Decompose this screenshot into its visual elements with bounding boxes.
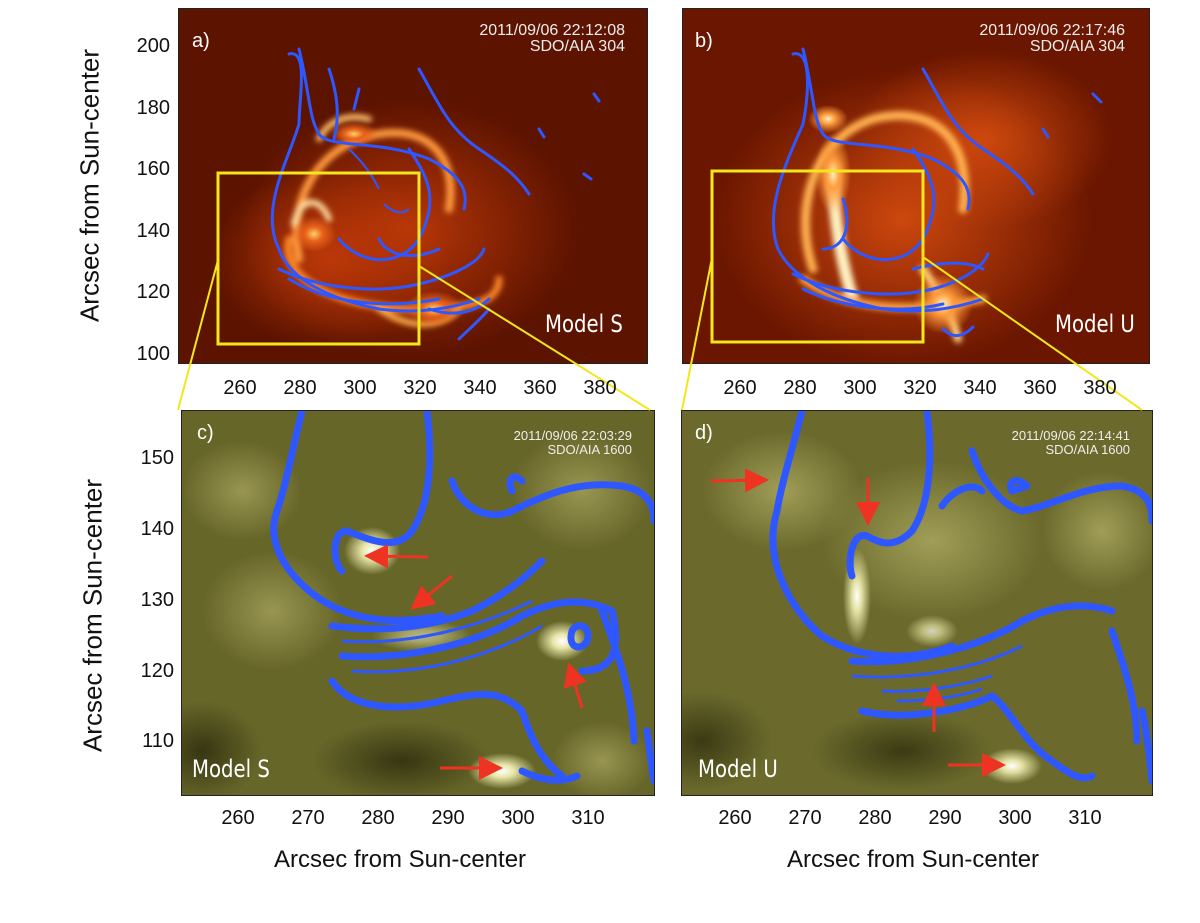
panel-c-timestamp: 2011/09/06 22:03:29 SDO/AIA 1600 — [420, 429, 632, 457]
d-x-tick-6: 310 — [1068, 807, 1102, 829]
panel-b-timestamp: 2011/09/06 22:17:46 SDO/AIA 304 — [880, 23, 1125, 55]
a-x-tick-4: 320 — [403, 377, 437, 399]
b-x-tick-6: 360 — [1023, 377, 1057, 399]
arrow-c-1 — [364, 544, 429, 569]
a-x-tick-2: 280 — [283, 377, 317, 399]
arrow-c-3 — [563, 662, 587, 709]
c-x-tick-3: 280 — [361, 807, 395, 829]
a-x-tick-3: 300 — [343, 377, 377, 399]
c-x-tick-6: 310 — [571, 807, 605, 829]
panel-b-label: b) — [695, 30, 713, 52]
bottom-y-tick-2: 140 — [140, 518, 174, 540]
panel-b-model-label: Model U — [1055, 310, 1135, 338]
panel-d-time: 2011/09/06 22:14:41 — [1011, 428, 1130, 443]
top-y-tick-5: 120 — [136, 281, 170, 303]
zoom-box-a — [216, 171, 421, 346]
d-x-tick-5: 300 — [998, 807, 1032, 829]
c-x-axis-title: Arcsec from Sun-center — [273, 846, 527, 873]
a-x-tick-7: 380 — [583, 377, 617, 399]
b-x-tick-1: 260 — [723, 377, 757, 399]
panel-a-image — [178, 8, 648, 364]
panel-a-time: 2011/09/06 22:12:08 — [479, 22, 625, 39]
a-x-tick-6: 360 — [523, 377, 557, 399]
c-x-tick-2: 270 — [291, 807, 325, 829]
top-y-tick-4: 140 — [136, 220, 170, 242]
bottom-y-tick-3: 130 — [140, 589, 174, 611]
d-x-tick-3: 280 — [858, 807, 892, 829]
arrow-c-2 — [410, 574, 453, 610]
a-x-tick-5: 340 — [463, 377, 497, 399]
top-y-tick-1: 200 — [136, 35, 170, 57]
b-x-tick-3: 300 — [843, 377, 877, 399]
panel-a-label: a) — [192, 30, 210, 52]
top-y-tick-2: 180 — [136, 97, 170, 119]
panel-c-model-label: Model S — [192, 755, 270, 783]
top-y-tick-3: 160 — [136, 158, 170, 180]
panel-a-model-label: Model S — [545, 310, 623, 338]
panel-c-instrument: SDO/AIA 1600 — [547, 442, 632, 457]
c-x-tick-5: 300 — [501, 807, 535, 829]
arrow-d-1 — [710, 468, 769, 493]
b-x-tick-5: 340 — [963, 377, 997, 399]
panel-a-instrument: SDO/AIA 304 — [529, 38, 625, 55]
panel-b-time: 2011/09/06 22:17:46 — [979, 22, 1125, 39]
d-x-axis-title: Arcsec from Sun-center — [786, 846, 1040, 873]
bottom-y-tick-5: 110 — [142, 730, 174, 752]
panel-d-label: d) — [695, 422, 713, 444]
zoom-box-b — [710, 169, 925, 344]
c-x-tick-4: 290 — [431, 807, 465, 829]
top-y-axis-title: Arcsec from Sun-center — [74, 48, 105, 323]
bottom-y-axis-title: Arcsec from Sun-center — [77, 478, 108, 753]
c-x-tick-1: 260 — [221, 807, 255, 829]
a-x-tick-1: 260 — [223, 377, 257, 399]
b-x-tick-7: 380 — [1083, 377, 1117, 399]
panel-d-model-label: Model U — [698, 755, 778, 783]
top-y-tick-6: 100 — [136, 343, 170, 365]
panel-b-instrument: SDO/AIA 304 — [1029, 38, 1125, 55]
bottom-y-tick-1: 150 — [140, 447, 174, 469]
panel-b-image — [682, 8, 1150, 364]
bottom-y-tick-4: 120 — [140, 660, 174, 682]
zoom-connector-b-right — [922, 256, 1143, 411]
panel-c-label: c) — [197, 422, 214, 444]
d-x-tick-1: 260 — [718, 807, 752, 829]
d-x-tick-2: 270 — [788, 807, 822, 829]
panel-d-instrument: SDO/AIA 1600 — [1045, 442, 1130, 457]
d-x-tick-4: 290 — [928, 807, 962, 829]
b-x-tick-4: 320 — [903, 377, 937, 399]
panel-a-timestamp: 2011/09/06 22:12:08 SDO/AIA 304 — [380, 23, 625, 55]
panel-d-timestamp: 2011/09/06 22:14:41 SDO/AIA 1600 — [918, 429, 1130, 457]
zoom-connector-a-right — [418, 265, 651, 411]
zoom-connector-a-left — [177, 259, 219, 411]
b-x-tick-2: 280 — [783, 377, 817, 399]
zoom-connector-b-left — [681, 257, 713, 411]
panel-c-time: 2011/09/06 22:03:29 — [513, 428, 632, 443]
